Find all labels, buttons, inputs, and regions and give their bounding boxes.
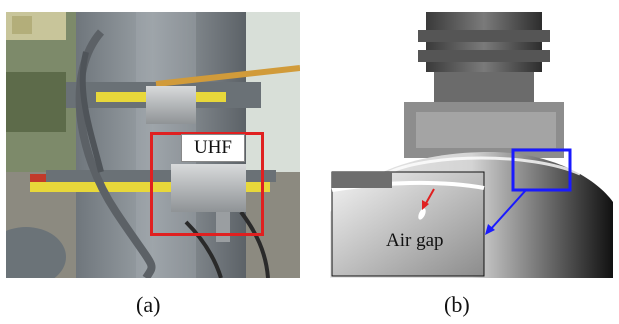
xray-image	[330, 12, 613, 278]
blue-arrow-icon	[485, 224, 495, 235]
uhf-label-box: UHF	[181, 134, 245, 162]
uhf-label: UHF	[193, 137, 232, 158]
caption-b: (b)	[444, 292, 470, 317]
air-gap-label: Air gap	[386, 230, 444, 251]
uhf-highlight-box	[150, 132, 264, 236]
blue-highlight-box	[511, 148, 572, 192]
xray-panel-b: Air gap	[330, 12, 613, 278]
air-gap-defect	[418, 208, 426, 220]
caption-a: (a)	[136, 292, 161, 317]
red-arrow-icon	[422, 200, 429, 210]
uhf-sensor	[171, 164, 246, 212]
photo-panel-a: UHF	[6, 12, 300, 278]
air-gap-inset	[331, 171, 485, 277]
